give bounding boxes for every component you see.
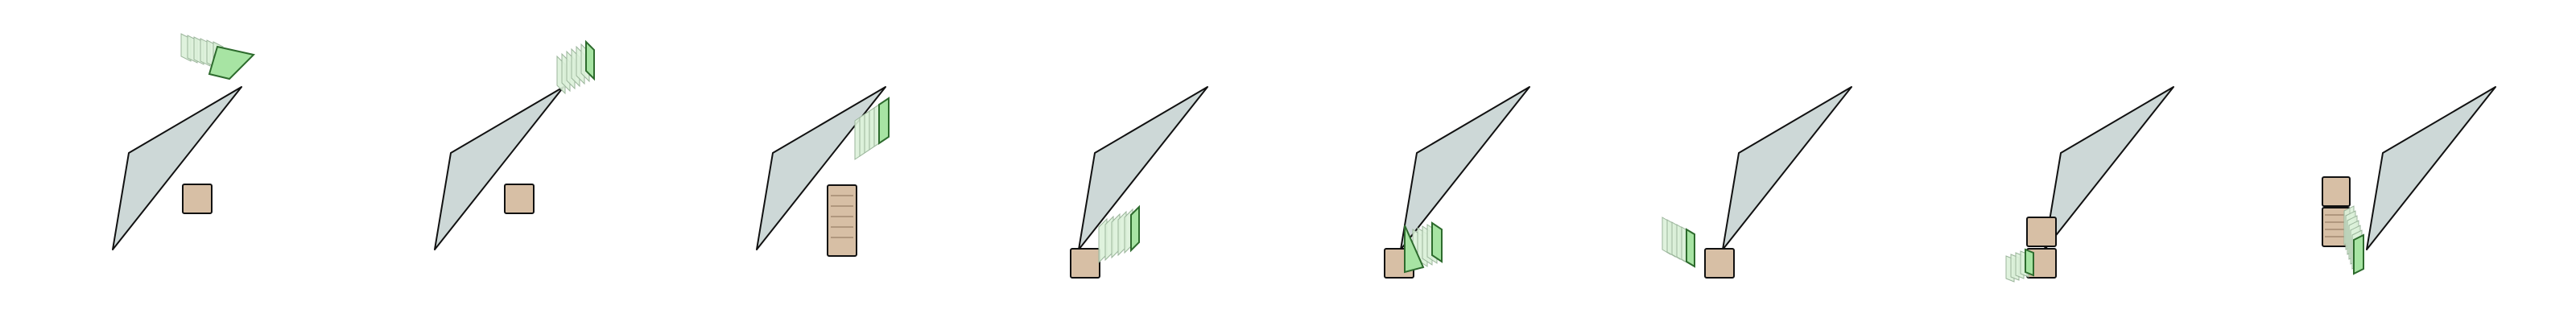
box [827,184,857,257]
pyramid-shape [1078,86,1208,250]
box [2026,217,2057,247]
frame-2 [434,39,595,250]
box [2322,176,2351,207]
pyramid-shape [2366,86,2496,250]
box [1704,248,1735,279]
moving-shape [2025,248,2034,277]
moving-shape [1130,204,1140,253]
pyramid-shape [756,86,886,250]
box [1070,248,1100,279]
pyramid-shape [434,86,564,250]
pyramid-shape [1722,86,1852,250]
pyramid-shape [2044,86,2174,250]
moving-shape [585,39,595,81]
frame-3 [756,86,890,257]
frame-8 [2322,86,2496,275]
frame-5 [1384,86,1530,279]
pyramid-shape [1400,86,1530,250]
moving-shape [2353,233,2364,275]
frame-7 [2005,86,2174,283]
box [182,184,213,214]
frame-row [112,33,2496,283]
frame-6 [1662,86,1852,279]
moving-shape [1431,221,1443,263]
frame-4 [1070,86,1208,279]
frame-1 [112,33,255,250]
moving-shape [208,45,255,80]
box [504,184,535,214]
pyramid-shape [112,86,242,250]
moving-shape [1404,225,1425,274]
moving-shape [1686,228,1695,268]
moving-shape [878,97,890,145]
